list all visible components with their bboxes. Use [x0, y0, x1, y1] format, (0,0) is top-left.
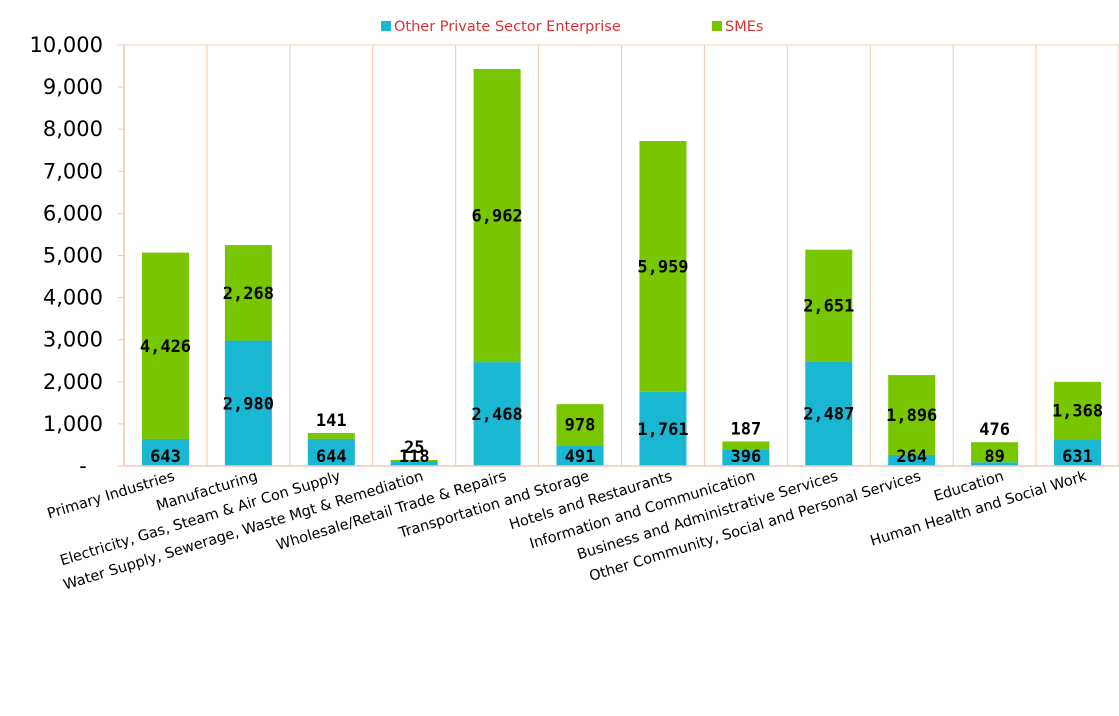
y-tick-label: 6,000 — [43, 201, 103, 225]
y-tick-label: 8,000 — [43, 117, 103, 141]
data-label-other-private-sector: 89 — [984, 447, 1004, 467]
chart-legend: Other Private Sector Enterprise SMEs — [381, 19, 763, 35]
data-label-smes: 2,268 — [223, 284, 274, 304]
bar-smes — [556, 404, 604, 446]
bar-other-private-sector — [473, 362, 521, 466]
bar-other-private-sector — [141, 438, 189, 466]
legend-label: SMEs — [725, 19, 763, 35]
bar-other-private-sector — [639, 391, 687, 466]
data-label-smes: 6,962 — [472, 207, 523, 227]
y-tick-label: 4,000 — [43, 286, 103, 310]
data-label-other-private-sector: 644 — [316, 447, 347, 467]
data-label-other-private-sector: 1,761 — [637, 420, 688, 440]
data-label-smes: 4,426 — [140, 337, 191, 357]
data-label-smes: 476 — [979, 420, 1010, 440]
bar-other-private-sector — [722, 449, 770, 466]
bar-other-private-sector — [307, 438, 355, 466]
bar-smes — [141, 252, 189, 439]
legend-label: Other Private Sector Enterprise — [394, 19, 621, 35]
legend-swatch — [381, 21, 391, 31]
chart-axes: - 1,000 2,000 3,000 4,000 5,000 6,000 7,000 8,00… — [30, 33, 1119, 594]
y-tick-label: 10,000 — [30, 33, 103, 57]
bar-other-private-sector — [224, 340, 272, 466]
data-label-other-private-sector: 491 — [565, 447, 596, 467]
legend-swatch — [712, 21, 722, 31]
y-tick-label: 3,000 — [43, 328, 103, 352]
data-label-smes: 1,368 — [1052, 402, 1103, 422]
data-label-other-private-sector: 2,487 — [803, 405, 854, 425]
bar-smes — [888, 375, 936, 455]
data-label-smes: 2,651 — [803, 296, 854, 316]
y-tick-label: - — [79, 454, 87, 478]
x-tick-label: Primary Industries — [46, 469, 177, 523]
y-tick-label: 2,000 — [43, 370, 103, 394]
bar-smes — [307, 432, 355, 439]
data-label-smes: 141 — [316, 411, 347, 431]
data-label-other-private-sector: 2,468 — [472, 405, 523, 425]
bar-other-private-sector — [1054, 439, 1102, 466]
bar-smes — [805, 249, 853, 362]
bar-smes — [1054, 381, 1102, 440]
chart-bars — [141, 68, 1102, 466]
chart-grid — [123, 44, 1119, 466]
data-label-other-private-sector: 643 — [150, 447, 181, 467]
data-label-other-private-sector: 631 — [1062, 447, 1093, 467]
bar-other-private-sector — [390, 461, 438, 466]
data-label-other-private-sector: 2,980 — [223, 394, 274, 414]
y-tick-label: 1,000 — [43, 412, 103, 436]
data-label-smes: 978 — [565, 416, 596, 436]
bar-smes — [722, 441, 770, 450]
data-label-other-private-sector: 396 — [731, 447, 762, 467]
data-label-smes: 1,896 — [886, 406, 937, 426]
y-tick-label: 5,000 — [43, 244, 103, 268]
bar-smes — [473, 68, 521, 363]
y-tick-label: 7,000 — [43, 159, 103, 183]
bar-smes — [224, 245, 272, 341]
bar-smes — [390, 459, 438, 462]
data-label-other-private-sector: 118 — [399, 447, 430, 467]
data-label-other-private-sector: 264 — [896, 447, 927, 467]
data-label-smes: 5,959 — [637, 257, 688, 277]
bar-smes — [971, 442, 1019, 463]
y-tick-label: 9,000 — [43, 75, 103, 99]
bar-smes — [639, 140, 687, 392]
bar-other-private-sector — [888, 454, 936, 466]
data-label-smes: 25 — [404, 438, 424, 458]
bar-other-private-sector — [971, 462, 1019, 466]
data-label-smes: 187 — [731, 419, 762, 439]
bar-other-private-sector — [556, 445, 604, 466]
bar-other-private-sector — [805, 361, 853, 466]
